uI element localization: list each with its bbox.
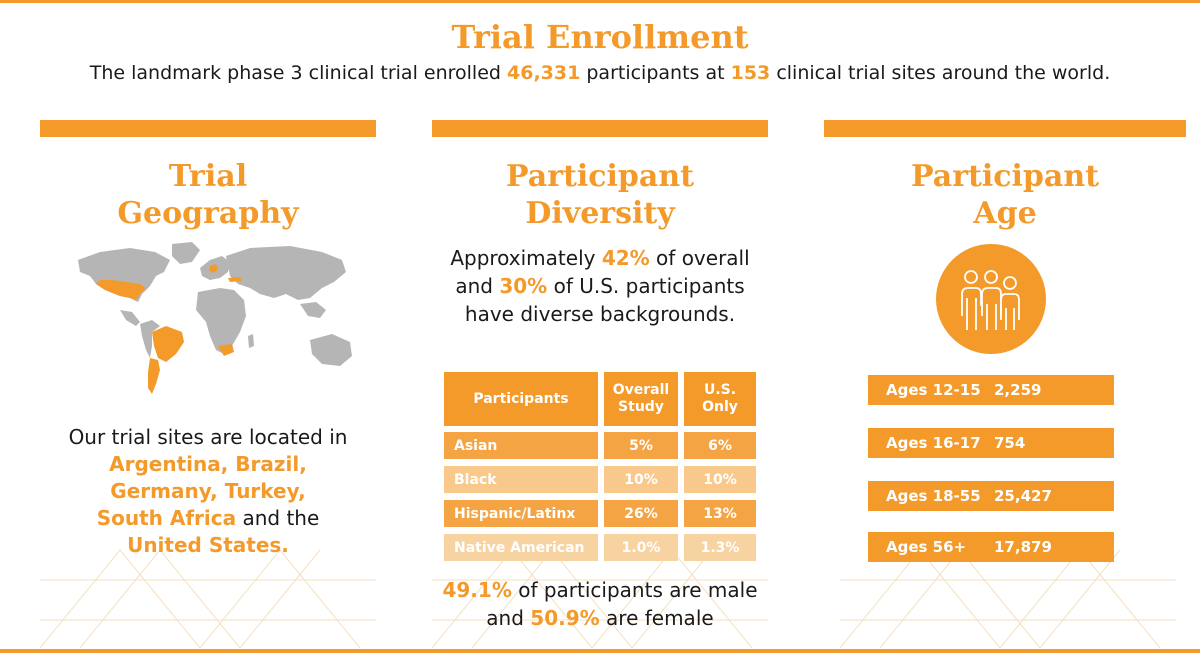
age-range-label: Ages 18-55 [886,487,981,505]
diversity-description: Approximately 42% of overall and 30% of … [432,244,768,328]
diversity-title: Participant Diversity [432,158,768,232]
title-line: Age [973,196,1037,231]
country-list: South Africa [96,506,237,530]
table-header: Participants [444,372,598,426]
world-map [78,242,352,394]
table-cell: 6% [684,432,756,459]
age-range-label: Ages 16-17 [886,434,981,452]
table-cell: 10% [604,466,678,493]
main-title: Trial Enrollment [451,18,749,56]
title-line: Diversity [525,196,675,231]
participants-count: 46,331 [507,62,581,84]
geography-description: Our trial sites are located in Argentina… [40,424,376,559]
table-cell: 1.0% [604,534,678,561]
age-bar [824,120,1186,137]
diversity-text: Approximately [450,246,602,270]
sites-count: 153 [730,62,771,84]
decorative-line-pattern [39,549,1176,648]
age-count: 17,879 [994,538,1052,556]
age-row: Ages 56+ 17,879 [868,532,1114,562]
summary-text: The landmark phase 3 clinical trial enro… [89,62,507,84]
male-pct: 49.1% [442,578,512,602]
age-row: Ages 18-55 25,427 [868,481,1114,511]
country-list: United States. [127,533,289,557]
title-line: Participant [506,159,694,194]
summary-text: participants at [580,62,731,84]
gender-text: of participants are male [511,578,758,602]
geo-intro: Our trial sites are located in [68,425,348,449]
bottom-divider [0,649,1200,653]
age-count: 25,427 [994,487,1052,505]
diversity-text: of U.S. participants have diverse backgr… [464,274,745,326]
table-row-label: Black [444,466,598,493]
age-range-label: Ages 12-15 [886,381,981,399]
table-cell: 5% [604,432,678,459]
table-cell: 13% [684,500,756,527]
summary-text: clinical trial sites around the world. [770,62,1111,84]
age-row: Ages 16-17 754 [868,428,1114,458]
table-header: Overall Study [604,372,678,426]
gender-split: 49.1% of participants are male and 50.9%… [432,576,768,632]
table-cell: 1.3% [684,534,756,561]
age-range-label: Ages 56+ [886,538,967,556]
geography-title: Trial Geography [40,158,376,232]
age-count: 754 [994,434,1026,452]
enrollment-summary: The landmark phase 3 clinical trial enro… [0,62,1200,84]
table-cell: 10% [684,466,756,493]
age-count: 2,259 [994,381,1042,399]
gender-text: and [486,606,531,630]
overall-diverse-pct: 42% [601,246,650,270]
gender-text: are female [599,606,714,630]
country-list: Argentina, Brazil, [109,452,307,476]
geo-connector: and the [236,506,320,530]
age-title: Participant Age [824,158,1186,232]
table-header: U.S. Only [684,372,756,426]
diversity-text: of overall and [455,246,750,298]
table-row-label: Native American [444,534,598,561]
top-divider [0,0,1200,3]
title-line: Trial [168,159,248,194]
table-row-label: Hispanic/Latinx [444,500,598,527]
country-list: Germany, Turkey, [110,479,306,503]
geography-bar [40,120,376,137]
female-pct: 50.9% [530,606,600,630]
diversity-bar [432,120,768,137]
table-cell: 26% [604,500,678,527]
people-group-icon [936,244,1046,354]
table-row-label: Asian [444,432,598,459]
age-row: Ages 12-15 2,259 [868,375,1114,405]
us-diverse-pct: 30% [499,274,548,298]
title-line: Participant [911,159,1099,194]
title-line: Geography [117,196,299,231]
